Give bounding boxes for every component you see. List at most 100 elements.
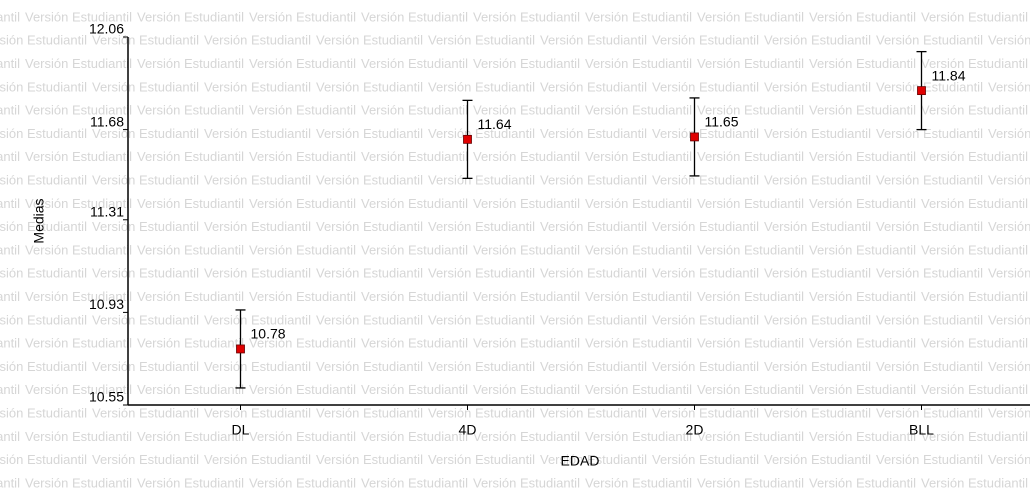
- mean-marker: [917, 86, 926, 96]
- watermark-text: Versión Estudiantil: [988, 79, 1030, 94]
- watermark-text: Versión Estudiantil: [764, 219, 871, 234]
- watermark-text: Versión Estudiantil: [25, 196, 132, 211]
- watermark-text: Versión Estudiantil: [540, 173, 647, 188]
- watermark-text: Versión Estudiantil: [92, 79, 199, 94]
- watermark-text: Versión Estudiantil: [204, 359, 311, 374]
- watermark-text: Versión Estudiantil: [0, 452, 87, 467]
- watermark-text: Versión Estudiantil: [921, 289, 1028, 304]
- watermark-text: Versión Estudiantil: [988, 406, 1030, 421]
- watermark-text: Versión Estudiantil: [809, 242, 916, 257]
- watermark-text: Versión Estudiantil: [876, 173, 983, 188]
- watermark-text: Versión Estudiantil: [316, 173, 423, 188]
- watermark-text: Versión Estudiantil: [697, 336, 804, 351]
- watermark-text: Versión Estudiantil: [809, 149, 916, 164]
- watermark-text: Versión Estudiantil: [697, 289, 804, 304]
- watermark-text: Versión Estudiantil: [361, 336, 468, 351]
- watermark-text: Versión Estudiantil: [0, 359, 87, 374]
- watermark-text: Versión Estudiantil: [697, 429, 804, 444]
- watermark-text: Versión Estudiantil: [473, 429, 580, 444]
- watermark-text: Versión Estudiantil: [764, 33, 871, 48]
- watermark-text: Versión Estudiantil: [473, 382, 580, 397]
- watermark-text: Versión Estudiantil: [988, 266, 1030, 281]
- watermark-text: Versión Estudiantil: [809, 196, 916, 211]
- watermark-text: Versión Estudiantil: [0, 382, 20, 397]
- watermark-text: Versión Estudiantil: [0, 79, 87, 94]
- watermark-text: Versión Estudiantil: [585, 289, 692, 304]
- watermark-text: Versión Estudiantil: [0, 103, 20, 118]
- watermark-text: Versión Estudiantil: [361, 382, 468, 397]
- watermark-text: Versión Estudiantil: [988, 126, 1030, 141]
- watermark-text: Versión Estudiantil: [921, 9, 1028, 24]
- watermark-text: Versión Estudiantil: [697, 475, 804, 490]
- watermark-text: Versión Estudiantil: [540, 359, 647, 374]
- watermark-text: Versión Estudiantil: [921, 56, 1028, 71]
- watermark-text: Versión Estudiantil: [137, 103, 244, 118]
- watermark-text: Versión Estudiantil: [137, 56, 244, 71]
- watermark-text: Versión Estudiantil: [25, 475, 132, 490]
- watermark-text: Versión Estudiantil: [316, 219, 423, 234]
- watermark-text: Versión Estudiantil: [204, 452, 311, 467]
- watermark-text: Versión Estudiantil: [361, 196, 468, 211]
- watermark-text: Versión Estudiantil: [25, 103, 132, 118]
- watermark-text: Versión Estudiantil: [988, 452, 1030, 467]
- watermark-text: Versión Estudiantil: [473, 289, 580, 304]
- watermark-text: Versión Estudiantil: [428, 359, 535, 374]
- watermark-text: Versión Estudiantil: [697, 149, 804, 164]
- watermark-text: Versión Estudiantil: [473, 242, 580, 257]
- watermark-text: Versión Estudiantil: [764, 452, 871, 467]
- watermark-text: Versión Estudiantil: [652, 406, 759, 421]
- watermark-text: Versión Estudiantil: [809, 9, 916, 24]
- watermark-text: Versión Estudiantil: [697, 9, 804, 24]
- watermark-text: Versión Estudiantil: [0, 56, 20, 71]
- watermark-text: Versión Estudiantil: [809, 289, 916, 304]
- watermark-text: Versión Estudiantil: [473, 103, 580, 118]
- watermark-text: Versión Estudiantil: [585, 336, 692, 351]
- y-tick-label: 12.06: [89, 21, 124, 37]
- y-tick-label: 10.55: [89, 389, 124, 405]
- watermark-text: Versión Estudiantil: [0, 336, 20, 351]
- watermark-text: Versión Estudiantil: [92, 126, 199, 141]
- watermark-text: Versión Estudiantil: [137, 429, 244, 444]
- watermark-text: Versión Estudiantil: [428, 452, 535, 467]
- watermark-text: Versión Estudiantil: [428, 79, 535, 94]
- watermark-text: Versión Estudiantil: [921, 336, 1028, 351]
- watermark-text: Versión Estudiantil: [204, 126, 311, 141]
- watermark-text: Versión Estudiantil: [92, 312, 199, 327]
- watermark-text: Versión Estudiantil: [540, 452, 647, 467]
- watermark-text: Versión Estudiantil: [652, 359, 759, 374]
- watermark-text: Versión Estudiantil: [0, 33, 87, 48]
- watermark-text: Versión Estudiantil: [204, 312, 311, 327]
- x-tick-label: BLL: [909, 422, 934, 438]
- watermark-text: Versión Estudiantil: [0, 266, 87, 281]
- x-tick-label: DL: [232, 422, 250, 438]
- watermark-text: Versión Estudiantil: [921, 429, 1028, 444]
- watermark-text: Versión Estudiantil: [0, 173, 87, 188]
- watermark-text: Versión Estudiantil: [697, 196, 804, 211]
- watermark-text: Versión Estudiantil: [988, 173, 1030, 188]
- watermark-text: Versión Estudiantil: [137, 289, 244, 304]
- x-tick-label: 2D: [686, 422, 704, 438]
- watermark-text: Versión Estudiantil: [585, 475, 692, 490]
- watermark-text: Versión Estudiantil: [764, 173, 871, 188]
- watermark-text: Versión Estudiantil: [921, 382, 1028, 397]
- watermark-text: Versión Estudiantil: [809, 56, 916, 71]
- watermark-text: Versión Estudiantil: [585, 382, 692, 397]
- watermark-text: Versión Estudiantil: [249, 242, 356, 257]
- value-label: 11.84: [932, 67, 966, 83]
- watermark-text: Versión Estudiantil: [361, 475, 468, 490]
- watermark-text: Versión Estudiantil: [361, 429, 468, 444]
- watermark-text: Versión Estudiantil: [764, 359, 871, 374]
- watermark-text: Versión Estudiantil: [204, 173, 311, 188]
- watermark-text: Versión Estudiantil: [25, 336, 132, 351]
- watermark-text: Versión Estudiantil: [540, 406, 647, 421]
- watermark-text: Versión Estudiantil: [204, 33, 311, 48]
- watermark-text: Versión Estudiantil: [473, 475, 580, 490]
- watermark-text: Versión Estudiantil: [652, 452, 759, 467]
- y-tick-label: 10.93: [89, 296, 124, 312]
- watermark-text: Versión Estudiantil: [652, 219, 759, 234]
- watermark-text: Versión Estudiantil: [428, 266, 535, 281]
- x-tick-label: 4D: [459, 422, 477, 438]
- watermark-text: Versión Estudiantil: [652, 266, 759, 281]
- watermark-text: Versión Estudiantil: [0, 219, 87, 234]
